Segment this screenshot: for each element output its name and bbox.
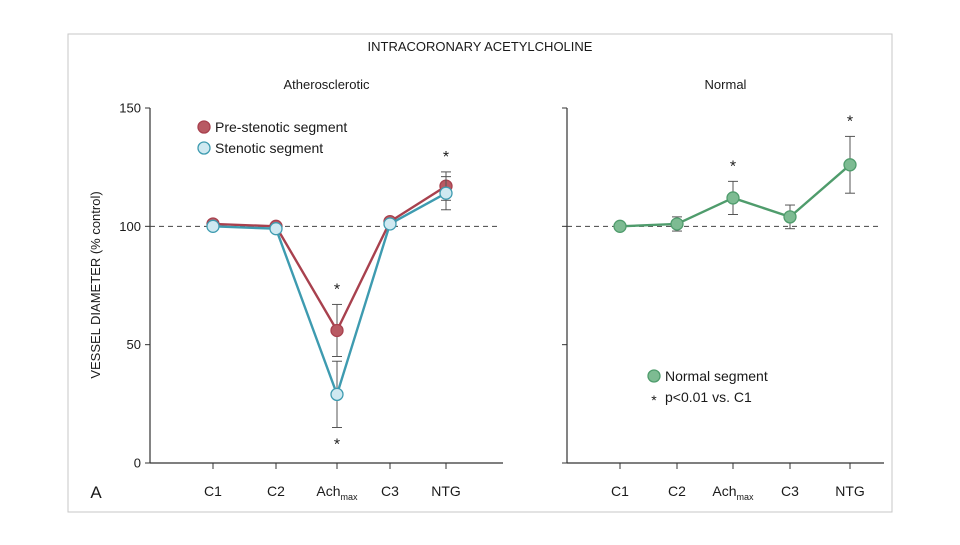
significance-asterisk: * xyxy=(847,113,853,130)
data-point xyxy=(843,158,857,172)
data-point xyxy=(613,219,627,233)
x-tick-label: C1 xyxy=(611,483,629,499)
normal-panel: Normal C1 C2 Achmax C3 NTG * * Normal segment * p<… xyxy=(562,77,884,502)
panel-title: Normal xyxy=(705,77,747,92)
x-tick-label: Achmax xyxy=(712,483,754,502)
plot-area xyxy=(567,108,884,463)
data-point xyxy=(206,219,220,233)
x-tick-label-main: C1 xyxy=(611,483,629,499)
legend-note-symbol: * xyxy=(651,392,657,408)
panel-letter: A xyxy=(90,483,102,502)
legend-label: Normal segment xyxy=(665,368,768,384)
legend-label: Pre-stenotic segment xyxy=(215,119,347,135)
legend-label: Stenotic segment xyxy=(215,140,323,156)
x-tick-label-subscript: max xyxy=(737,492,755,502)
x-tick-label: NTG xyxy=(431,483,461,499)
data-point xyxy=(439,186,453,200)
x-tick-label-main: C2 xyxy=(267,483,285,499)
data-point xyxy=(383,217,397,231)
legend: Normal segment * p<0.01 vs. C1 xyxy=(647,368,768,408)
data-point xyxy=(726,191,740,205)
legend-marker xyxy=(197,120,211,134)
x-tick-label: C3 xyxy=(381,483,399,499)
y-tick-label: 50 xyxy=(127,337,141,352)
data-point xyxy=(670,217,684,231)
panel-title: Atherosclerotic xyxy=(284,77,370,92)
data-point xyxy=(330,323,344,338)
x-tick-label-main: C3 xyxy=(781,483,799,499)
significance-asterisk: * xyxy=(334,281,340,298)
x-tick-label-main: Ach xyxy=(712,483,736,499)
significance-asterisk: * xyxy=(334,437,340,454)
data-point xyxy=(783,210,797,224)
x-tick-label: C2 xyxy=(668,483,686,499)
y-tick-label: 100 xyxy=(119,219,141,234)
x-tick-label: Achmax xyxy=(316,483,358,502)
x-tick-label-main: NTG xyxy=(431,483,461,499)
data-point xyxy=(269,222,283,236)
atherosclerotic-panel: Atherosclerotic 0 50 100 150 C1 C2 Achmax C3 NTG *… xyxy=(119,77,503,502)
legend-marker xyxy=(197,141,211,155)
x-tick-label-main: Ach xyxy=(316,483,340,499)
significance-asterisk: * xyxy=(730,158,736,175)
x-tick-label: C1 xyxy=(204,483,222,499)
y-tick-label: 150 xyxy=(119,101,141,116)
significance-asterisk: * xyxy=(443,149,449,166)
plot-area xyxy=(150,108,503,463)
x-tick-label-subscript: max xyxy=(341,492,359,502)
x-tick-label: C2 xyxy=(267,483,285,499)
x-tick-label-main: C1 xyxy=(204,483,222,499)
series-normal-segment xyxy=(613,135,857,233)
legend: Pre-stenotic segment Stenotic segment xyxy=(197,119,347,156)
x-tick-label: C3 xyxy=(781,483,799,499)
y-axis-label: VESSEL DIAMETER (% control) xyxy=(88,191,103,378)
y-tick-label: 0 xyxy=(134,456,141,471)
legend-note-text: p<0.01 vs. C1 xyxy=(665,389,752,405)
x-tick-label-main: C3 xyxy=(381,483,399,499)
legend-marker xyxy=(647,369,661,383)
x-tick-label-main: NTG xyxy=(835,483,865,499)
x-tick-label-main: C2 xyxy=(668,483,686,499)
figure-title: INTRACORONARY ACETYLCHOLINE xyxy=(368,39,593,54)
data-point xyxy=(330,387,344,402)
series-stenotic-segment xyxy=(206,176,453,428)
x-tick-label: NTG xyxy=(835,483,865,499)
